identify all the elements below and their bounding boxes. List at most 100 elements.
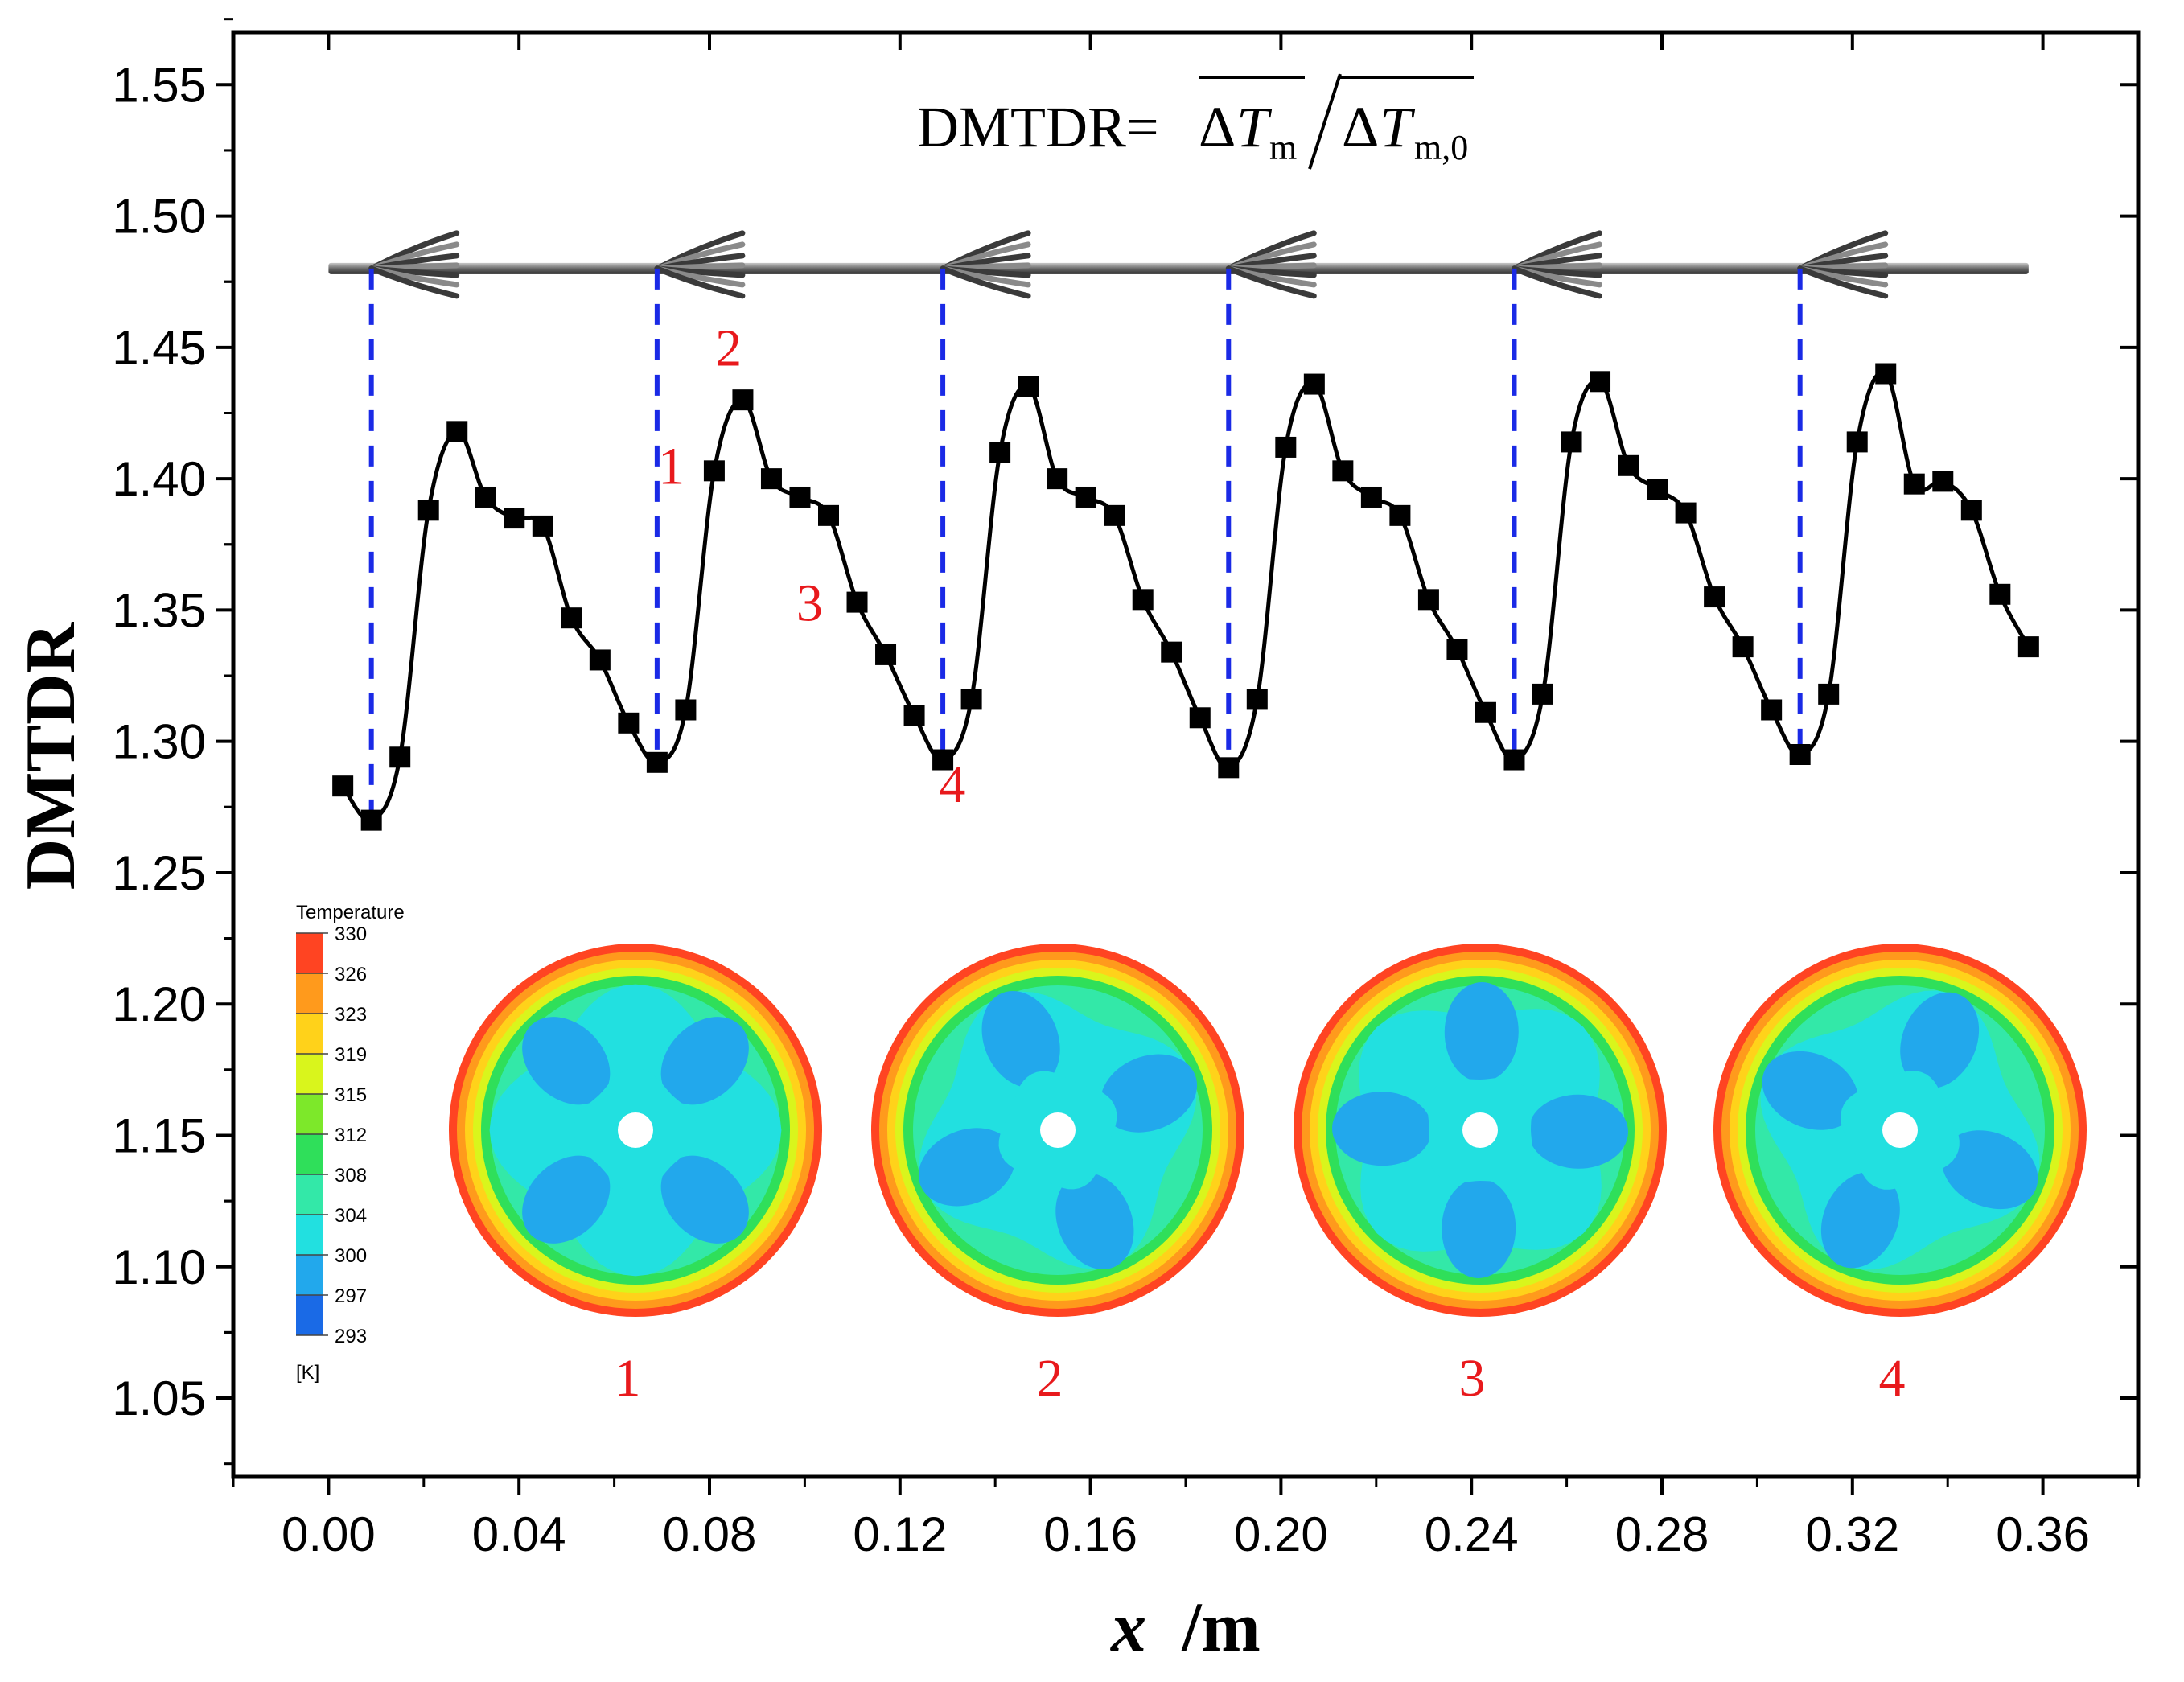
data-point xyxy=(332,775,354,797)
point-annotation: 3 xyxy=(796,574,823,632)
series-points xyxy=(332,363,2039,831)
data-point xyxy=(1189,707,1211,729)
data-point xyxy=(1932,471,1954,492)
data-point xyxy=(1104,504,1125,526)
formula-num-var: T xyxy=(1236,95,1273,159)
tube-fin-group xyxy=(1511,230,1602,299)
data-point xyxy=(589,649,611,671)
contour-cold-region xyxy=(660,1155,749,1244)
x-tick-label: 0.36 xyxy=(1996,1507,2090,1561)
tube-fin xyxy=(1511,265,1602,299)
y-tick-label: 1.05 xyxy=(112,1372,206,1425)
x-axis-ticks: 0.00 0.04 0.08 0.12 0.16 0.20 0.24 0.28 0.32 0.36 xyxy=(232,32,2140,1561)
data-point xyxy=(360,809,382,831)
formula-den-delta: Δ xyxy=(1342,95,1379,159)
contour-center-hole xyxy=(618,1112,653,1148)
legend-level: 297 xyxy=(335,1285,367,1307)
x-tick-label: 0.28 xyxy=(1615,1507,1709,1561)
tube-fin-group xyxy=(1225,230,1317,299)
y-tick-label: 1.30 xyxy=(112,715,206,769)
data-point xyxy=(703,460,725,482)
x-axis-var: x xyxy=(1109,1589,1146,1667)
svg-text:x /m: x /m xyxy=(1109,1589,1261,1667)
data-point xyxy=(1075,486,1096,508)
contour-label: 4 xyxy=(1879,1349,1906,1408)
contour-plot: 2 xyxy=(871,944,1244,1408)
data-point xyxy=(846,591,868,613)
y-axis-title: DMTDR xyxy=(12,621,90,890)
contour-label: 2 xyxy=(1037,1349,1063,1408)
data-point xyxy=(1503,749,1525,771)
contour-center-hole xyxy=(1462,1112,1498,1148)
y-tick-label: 1.40 xyxy=(112,452,206,506)
contour-plot: 4 xyxy=(1713,944,2087,1408)
tube-fin xyxy=(1225,265,1317,299)
data-point xyxy=(1704,586,1725,608)
formula-den-sub: m,0 xyxy=(1414,128,1468,167)
data-point xyxy=(1275,436,1297,458)
data-point xyxy=(1903,473,1925,495)
x-axis-unit: /m xyxy=(1181,1589,1261,1667)
point-annotation: 4 xyxy=(939,755,965,814)
data-point xyxy=(1675,502,1697,524)
formula-slash xyxy=(1308,73,1342,170)
contour-cold-region xyxy=(1528,1094,1628,1169)
legend-swatch xyxy=(296,1094,323,1134)
data-point xyxy=(1789,744,1811,765)
x-tick-label: 0.00 xyxy=(282,1507,376,1561)
formula-num-delta: Δ xyxy=(1199,95,1236,159)
y-tick-label: 1.15 xyxy=(112,1108,206,1162)
contour-label: 3 xyxy=(1459,1349,1486,1408)
tube-fin xyxy=(1797,265,1889,299)
data-point xyxy=(1360,486,1382,508)
formula-lhs: DMTDR= xyxy=(917,95,1159,159)
contour-cold-region xyxy=(918,1128,1015,1207)
y-tick-label: 1.55 xyxy=(112,58,206,112)
legend-swatch xyxy=(296,1134,323,1174)
point-annotations: 2 1 3 4 xyxy=(658,319,965,814)
y-tick-label: 1.10 xyxy=(112,1240,206,1294)
data-point xyxy=(1618,454,1639,476)
legend-level: 308 xyxy=(335,1165,367,1186)
legend-level: 319 xyxy=(335,1044,367,1066)
x-tick-label: 0.24 xyxy=(1425,1507,1519,1561)
contour-cold-region xyxy=(1055,1173,1134,1270)
legend-swatch xyxy=(296,1255,323,1295)
legend-swatch xyxy=(296,1295,323,1335)
y-tick-label: 1.25 xyxy=(112,846,206,900)
data-point xyxy=(532,515,553,537)
y-tick-label: 1.45 xyxy=(112,321,206,375)
data-point xyxy=(1446,639,1468,660)
legend-unit: [K] xyxy=(296,1362,319,1384)
data-point xyxy=(417,500,439,521)
data-point xyxy=(1732,636,1754,658)
tube-fin xyxy=(654,265,746,299)
temperature-legend: Temperature [K] 330 326 323 319 315 312 308 304… xyxy=(296,902,405,1384)
contour-plot: 3 xyxy=(1294,944,1667,1408)
data-point xyxy=(1647,479,1668,500)
y-tick-label: 1.35 xyxy=(112,583,206,637)
data-point xyxy=(1018,376,1039,397)
data-point xyxy=(389,746,411,768)
tube-fin-group xyxy=(368,230,460,299)
legend-level: 315 xyxy=(335,1084,367,1106)
legend-swatch xyxy=(296,1215,323,1255)
data-point xyxy=(1761,699,1783,721)
data-point xyxy=(1047,468,1068,490)
legend-level: 326 xyxy=(335,964,367,985)
y-axis-ticks: 1.05 1.10 1.15 1.20 1.25 1.30 1.35 1.40 1.45 1.50… xyxy=(112,18,2138,1466)
point-annotation: 1 xyxy=(658,438,685,496)
data-point xyxy=(1417,589,1439,611)
legend-level: 312 xyxy=(335,1125,367,1146)
x-tick-label: 0.20 xyxy=(1234,1507,1328,1561)
legend-level: 323 xyxy=(335,1004,367,1026)
point-annotation: 2 xyxy=(715,319,742,378)
tube-fin-group xyxy=(940,230,1031,299)
x-tick-label: 0.12 xyxy=(853,1507,947,1561)
contour-cold-region xyxy=(1100,1054,1198,1133)
data-point xyxy=(960,689,982,710)
data-point xyxy=(1818,683,1840,705)
series-line-layer xyxy=(341,370,2031,823)
